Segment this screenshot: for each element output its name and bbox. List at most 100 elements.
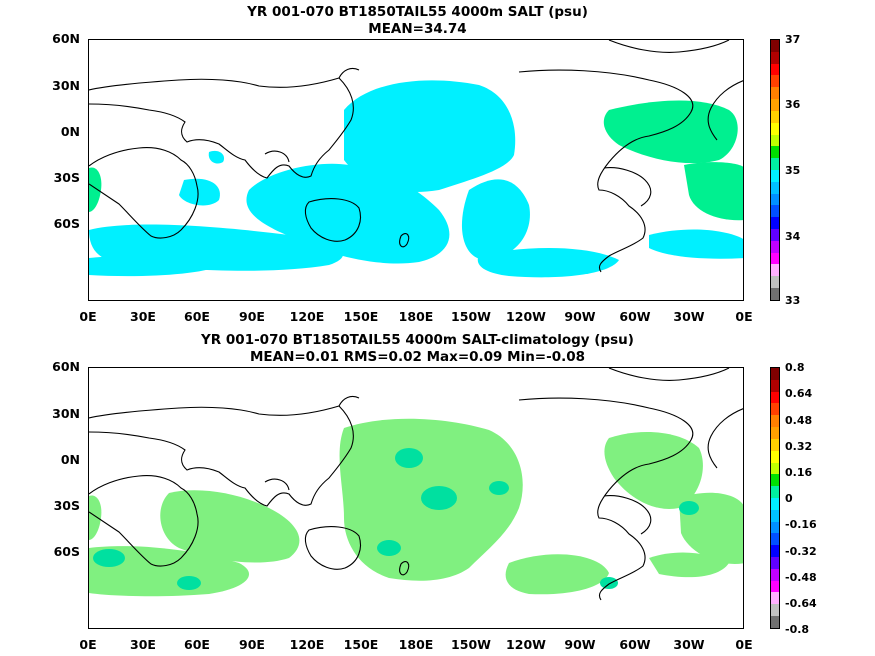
- colorbar-segment: [771, 509, 779, 522]
- colorbar-segment: [771, 486, 779, 498]
- colorbar-segment: [771, 110, 779, 123]
- panel2-lon-90E: 90E: [239, 637, 265, 652]
- colorbar-segment: [771, 474, 779, 487]
- panel1-salinity-fill: [89, 80, 743, 278]
- colorbar-segment: [771, 146, 779, 159]
- colorbar-segment: [771, 368, 779, 380]
- panel1-map: [88, 39, 744, 301]
- colorbar-segment: [771, 217, 779, 229]
- panel1-lon-30W: 30W: [673, 309, 705, 324]
- colorbar-segment: [771, 51, 779, 64]
- colorbar-segment: [771, 438, 779, 451]
- panel2-lon-90W: 90W: [564, 637, 596, 652]
- panel1-lat-0N: 0N: [60, 124, 80, 139]
- panel2-lon-30E: 30E: [130, 637, 156, 652]
- panel1-cbar-label: 35: [785, 164, 801, 177]
- colorbar-segment: [771, 240, 779, 253]
- colorbar-segment: [771, 158, 779, 170]
- panel2-cbar-label: -0.64: [785, 597, 817, 610]
- panel1-lon-0E: 0E: [79, 309, 97, 324]
- panel1-lat-60N: 60N: [52, 31, 80, 46]
- colorbar-segment: [771, 264, 779, 277]
- panel2-cbar-label: 0.8: [785, 361, 805, 374]
- colorbar-segment: [771, 427, 779, 439]
- panel1-lon-90W: 90W: [564, 309, 596, 324]
- colorbar-segment: [771, 568, 779, 581]
- colorbar-segment: [771, 122, 779, 135]
- colorbar-segment: [771, 379, 779, 392]
- panel1-map-svg: [89, 40, 743, 278]
- panel2-lon-120E: 120E: [289, 637, 325, 652]
- panel1-lon-150E: 150E: [343, 309, 379, 324]
- colorbar-segment: [771, 252, 779, 265]
- panel2-lon-180E: 180E: [398, 637, 434, 652]
- colorbar-segment: [771, 497, 779, 510]
- panel2-cbar-label: -0.32: [785, 545, 817, 558]
- panel1-cbar-label: 37: [785, 33, 801, 46]
- panel2-lon-60W: 60W: [619, 637, 651, 652]
- panel1-title: YR 001-070 BT1850TAIL55 4000m SALT (psu): [247, 4, 588, 20]
- panel1-lat-30S: 30S: [53, 170, 80, 185]
- panel2-lat-30N: 30N: [52, 406, 80, 421]
- colorbar-segment: [771, 616, 779, 628]
- panel2-lon-0E-end: 0E: [735, 637, 753, 652]
- colorbar-segment: [771, 40, 779, 52]
- colorbar-segment: [771, 580, 779, 593]
- panel2-cbar-label: -0.48: [785, 571, 817, 584]
- colorbar-segment: [771, 63, 779, 76]
- panel1-lat-30N: 30N: [52, 78, 80, 93]
- colorbar-segment: [771, 604, 779, 617]
- panel2-lon-150E: 150E: [343, 637, 379, 652]
- panel2-title: YR 001-070 BT1850TAIL55 4000m SALT-clima…: [201, 332, 634, 348]
- panel2-lat-60S: 60S: [53, 544, 80, 559]
- panel2-lon-150W: 150W: [451, 637, 491, 652]
- panel2-anomaly-fill: [89, 418, 743, 597]
- panel2-lon-30W: 30W: [673, 637, 705, 652]
- colorbar-segment: [771, 181, 779, 194]
- colorbar-segment: [771, 75, 779, 88]
- colorbar-segment: [771, 169, 779, 182]
- colorbar-segment: [771, 592, 779, 605]
- colorbar-segment: [771, 288, 779, 300]
- panel1-lon-150W: 150W: [451, 309, 491, 324]
- panel2-map-svg: [89, 368, 743, 601]
- panel1-lon-180E: 180E: [398, 309, 434, 324]
- colorbar-segment: [771, 462, 779, 475]
- panel1-lon-0E-end: 0E: [735, 309, 753, 324]
- panel2-lon-0E: 0E: [79, 637, 97, 652]
- panel1-mean: MEAN=34.74: [368, 21, 467, 37]
- panel1-cbar-label: 36: [785, 98, 801, 111]
- panel2-cbar-label: 0: [785, 492, 793, 505]
- colorbar-segment: [771, 134, 779, 147]
- colorbar-segment: [771, 391, 779, 404]
- panel2-lat-0N: 0N: [60, 452, 80, 467]
- panel1-cbar-label: 33: [785, 294, 801, 307]
- panel2-cbar-label: -0.8: [785, 623, 810, 636]
- panel1-cbar-label: 34: [785, 230, 801, 243]
- colorbar-segment: [771, 403, 779, 416]
- panel2-cbar-label: 0.32: [785, 440, 813, 453]
- panel2-stats: MEAN=0.01 RMS=0.02 Max=0.09 Min=-0.08: [249, 349, 586, 365]
- panel2-lat-30S: 30S: [53, 498, 80, 513]
- panel2-cbar-label: 0.64: [785, 387, 813, 400]
- colorbar-segment: [771, 557, 779, 569]
- colorbar-segment: [771, 276, 779, 289]
- panel2-lat-60N: 60N: [52, 359, 80, 374]
- panel1-lon-90E: 90E: [239, 309, 265, 324]
- panel2-map: [88, 367, 744, 629]
- panel2-coastlines: [89, 368, 743, 601]
- panel1-coastlines: [89, 40, 743, 273]
- colorbar-segment: [771, 87, 779, 100]
- panel1-lon-60W: 60W: [619, 309, 651, 324]
- panel1-lon-30E: 30E: [130, 309, 156, 324]
- panel1-colorbar: [770, 39, 780, 301]
- colorbar-segment: [771, 99, 779, 111]
- colorbar-segment: [771, 229, 779, 241]
- panel2-lon-120W: 120W: [506, 637, 546, 652]
- colorbar-segment: [771, 193, 779, 206]
- panel2-cbar-label: 0.16: [785, 466, 813, 479]
- colorbar-segment: [771, 521, 779, 534]
- panel2-anomaly-cells: [93, 448, 699, 590]
- panel1-lon-120E: 120E: [289, 309, 325, 324]
- panel2-colorbar: [770, 367, 780, 629]
